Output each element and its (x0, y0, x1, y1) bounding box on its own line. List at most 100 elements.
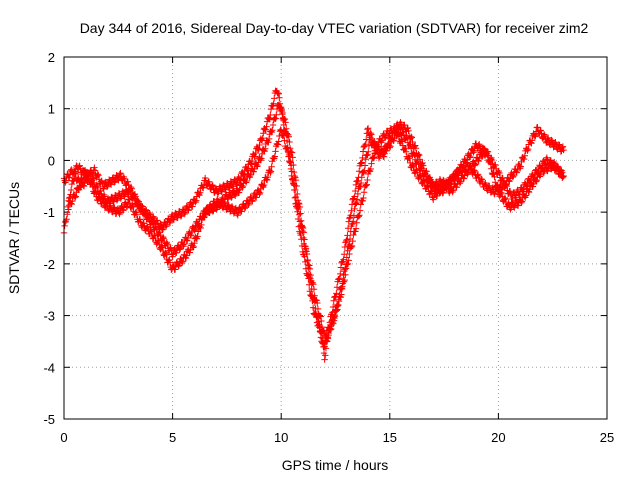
point-series-3 (65, 123, 567, 340)
data-point (540, 131, 548, 138)
data-point (298, 223, 305, 230)
data-point (311, 292, 318, 299)
data-point (293, 200, 300, 207)
data-point (290, 181, 298, 188)
data-point (322, 352, 329, 359)
data-point (502, 195, 509, 203)
data-point (464, 169, 472, 177)
data-point (147, 228, 154, 235)
y-tick-label: -3 (43, 309, 55, 324)
data-point (521, 152, 528, 159)
data-point (363, 136, 370, 143)
data-point (341, 276, 348, 284)
data-point (354, 212, 362, 219)
data-point (243, 177, 250, 185)
data-point (344, 225, 352, 232)
data-point (337, 294, 344, 301)
data-point (318, 323, 326, 331)
data-point (559, 143, 567, 150)
data-point (316, 312, 324, 319)
data-point (178, 259, 186, 267)
data-point (201, 174, 209, 182)
data-point (313, 297, 320, 304)
data-point (160, 235, 167, 242)
data-point (95, 192, 103, 200)
data-point (296, 218, 304, 225)
x-tick-label: 5 (169, 430, 176, 445)
data-point (503, 182, 510, 190)
data-point (458, 164, 466, 171)
data-point (334, 306, 341, 313)
data-point (349, 237, 356, 245)
data-point (125, 195, 133, 203)
data-point (300, 229, 307, 236)
data-point (256, 190, 263, 198)
data-point (301, 236, 308, 243)
data-point (271, 95, 278, 102)
y-tick-label: 1 (48, 102, 55, 117)
data-point (535, 130, 543, 138)
data-point (125, 196, 132, 203)
data-point (453, 184, 460, 191)
data-point (359, 197, 366, 205)
data-point (280, 132, 288, 140)
data-point (487, 160, 494, 167)
data-point (557, 148, 565, 155)
data-point (294, 202, 301, 210)
data-point (338, 285, 346, 293)
data-point (260, 181, 268, 189)
data-point (253, 194, 260, 201)
data-point (195, 190, 202, 198)
data-point (281, 115, 289, 123)
data-point (281, 137, 288, 144)
data-point (352, 225, 360, 232)
data-point (423, 183, 431, 190)
data-point (131, 193, 138, 200)
data-point (324, 338, 331, 345)
data-point (310, 281, 317, 288)
data-point (543, 167, 551, 174)
data-point (307, 271, 314, 279)
data-point (468, 163, 476, 171)
data-point (267, 168, 275, 175)
data-point (460, 175, 468, 182)
data-point (268, 163, 275, 170)
data-point (545, 162, 553, 169)
data-point (69, 197, 76, 205)
data-point (492, 161, 499, 169)
data-point (305, 270, 313, 278)
data-point (299, 227, 306, 235)
data-point (274, 89, 282, 97)
data-point (532, 132, 539, 139)
data-point (559, 173, 567, 180)
data-point (484, 152, 491, 159)
data-point (92, 182, 100, 190)
data-point (337, 270, 344, 278)
data-point (267, 169, 274, 176)
data-point (528, 137, 536, 144)
data-point (225, 185, 233, 192)
y-axis-label: SDTVAR / TECUs (6, 182, 22, 294)
data-point (348, 243, 355, 251)
data-point (330, 320, 337, 327)
data-point (276, 128, 284, 135)
data-point (424, 184, 432, 191)
data-point (398, 138, 406, 145)
data-point (494, 183, 501, 190)
data-point (444, 181, 451, 189)
data-point (115, 209, 123, 216)
data-point (242, 179, 250, 186)
data-point (110, 204, 118, 211)
data-point (88, 179, 95, 186)
data-point (524, 145, 532, 153)
data-point (356, 207, 364, 214)
data-point (267, 111, 274, 119)
data-point (520, 155, 528, 163)
data-point (141, 207, 148, 214)
data-point (300, 234, 307, 242)
data-point (357, 201, 364, 208)
data-point (258, 155, 265, 162)
data-point (474, 172, 481, 179)
data-point (71, 194, 79, 201)
data-point (235, 189, 243, 196)
